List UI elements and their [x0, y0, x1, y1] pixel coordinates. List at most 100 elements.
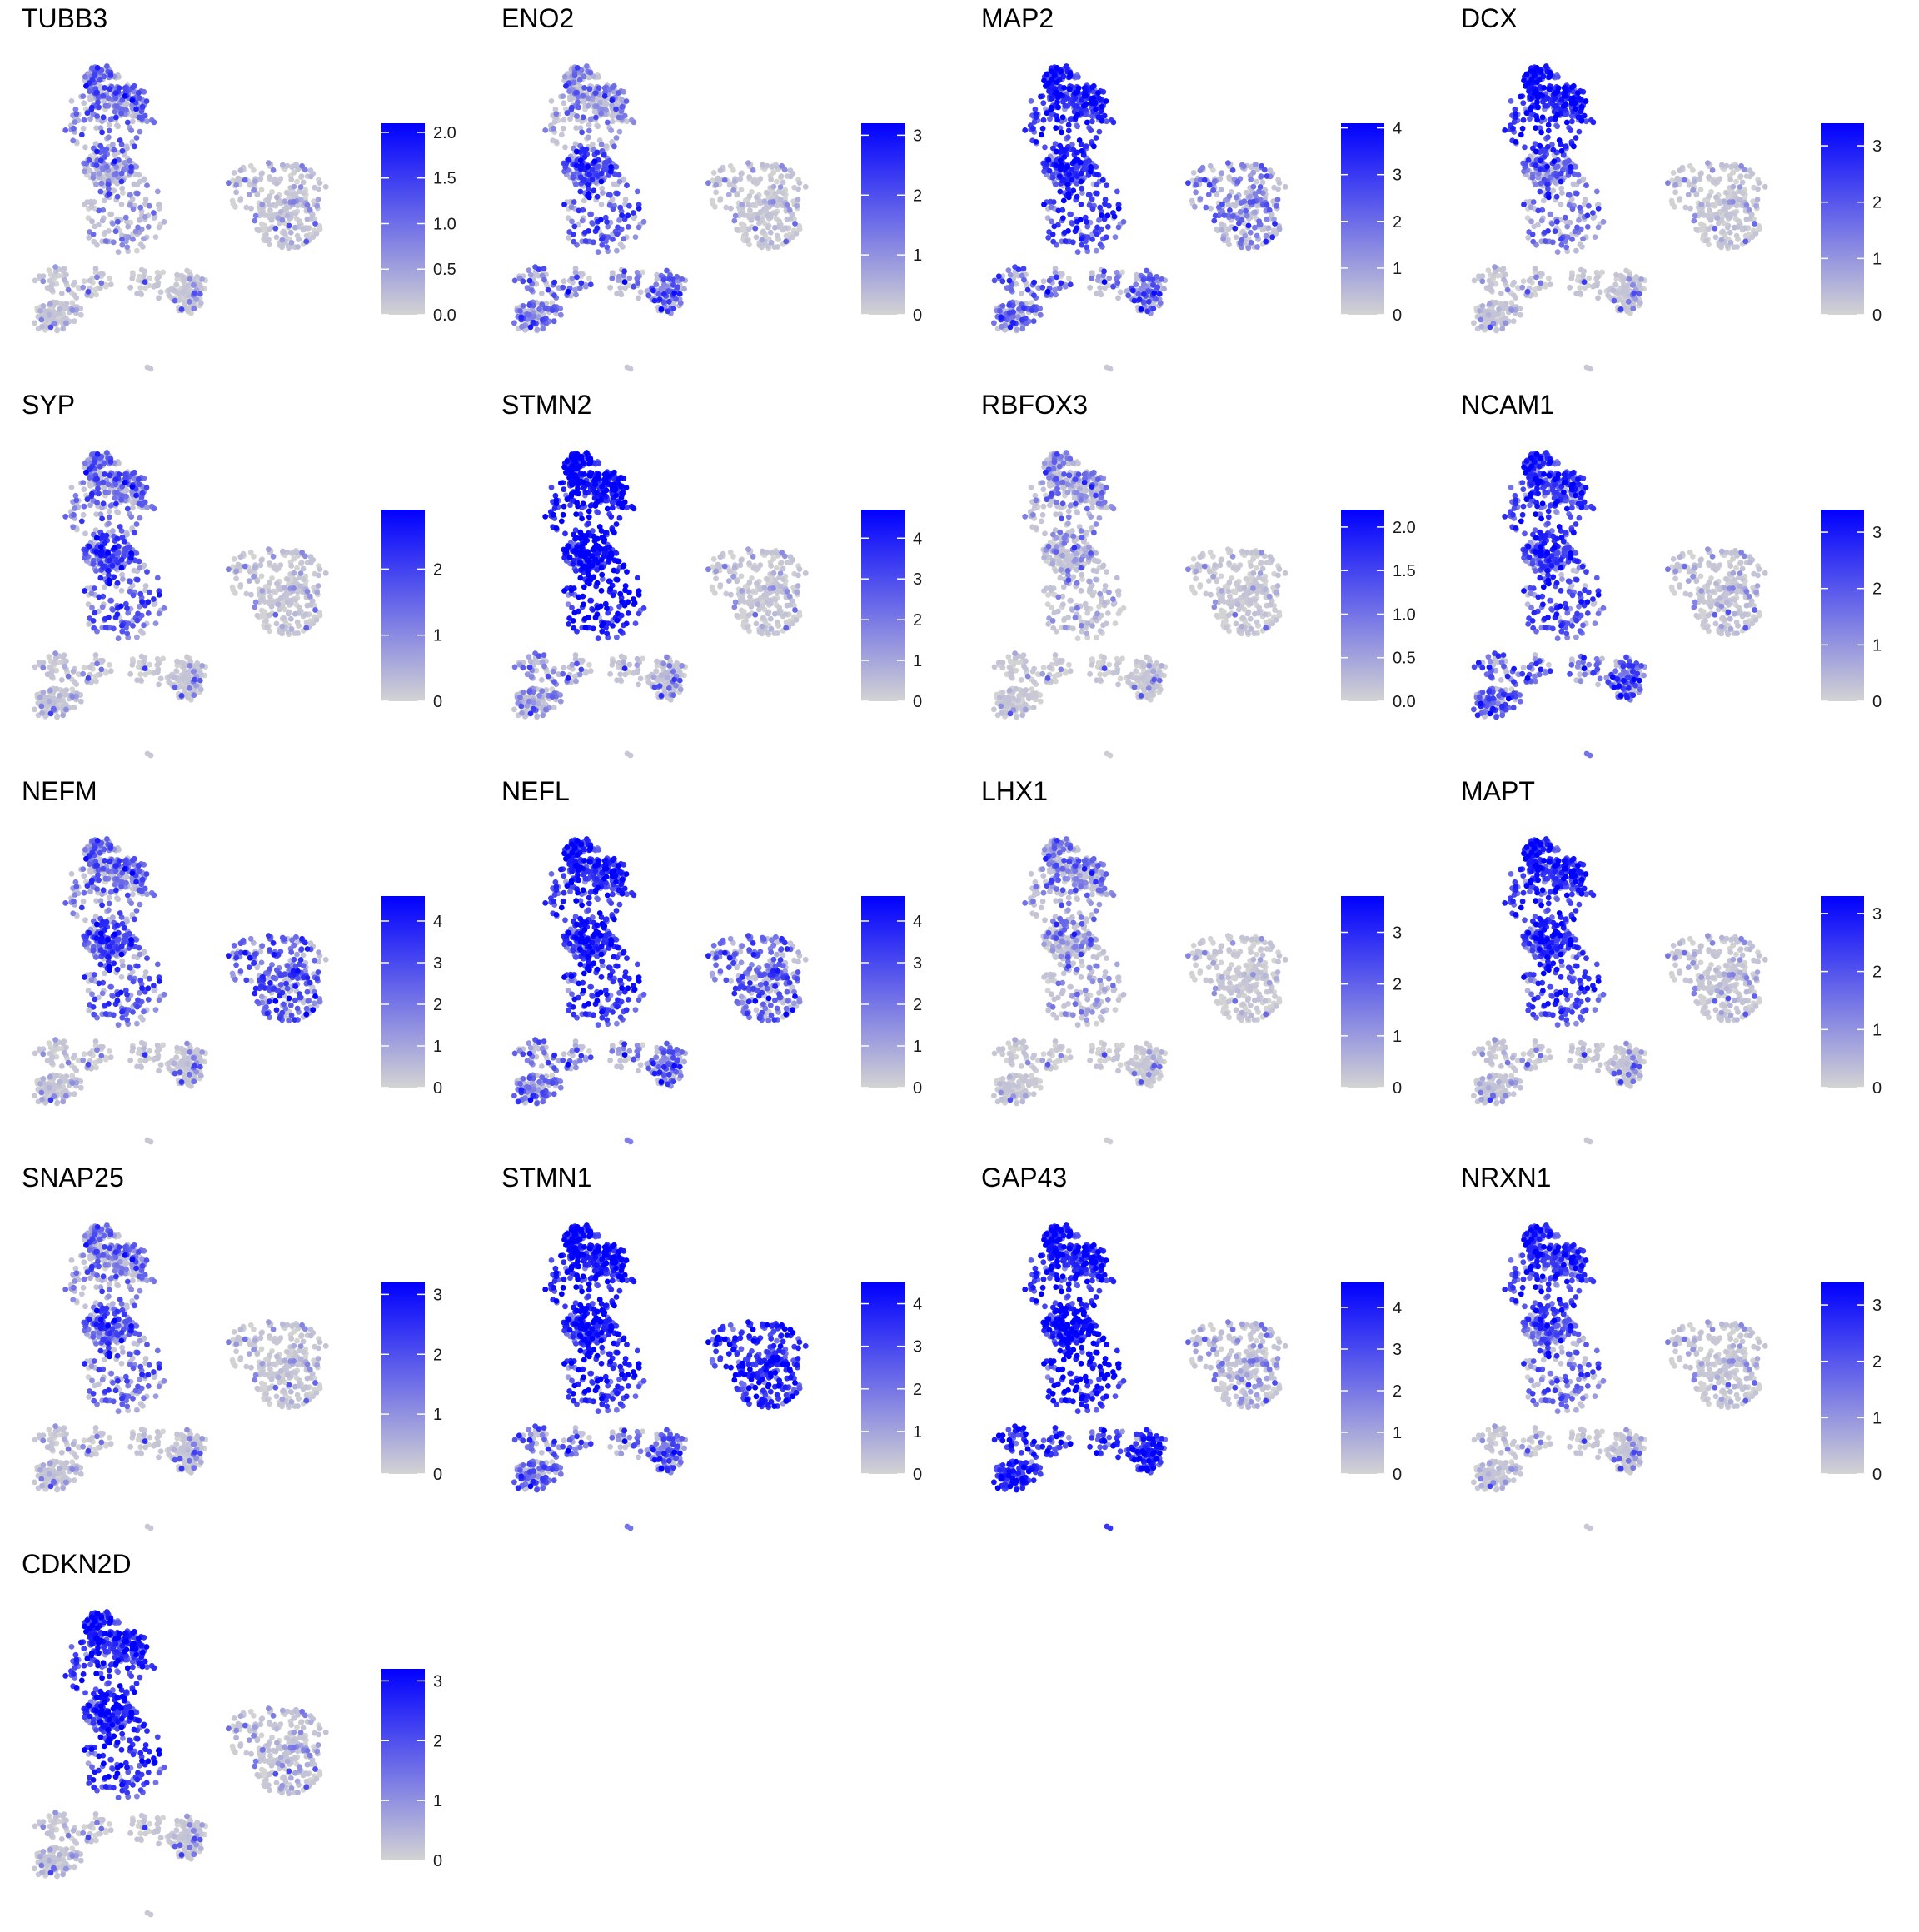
cell-point [779, 173, 785, 179]
cell-point [1054, 99, 1060, 105]
colorbar-tick-label: 2 [1872, 194, 1882, 212]
cell-point [115, 194, 121, 200]
cell-point [304, 233, 310, 239]
cell-point [1063, 238, 1069, 244]
cell-point [1031, 318, 1037, 324]
cell-point [620, 244, 626, 250]
cell-point [83, 83, 89, 89]
cell-point [1066, 122, 1072, 128]
cell-point [610, 97, 616, 103]
cell-point [997, 308, 1003, 314]
cell-point [755, 215, 761, 221]
cell-point [113, 115, 119, 121]
cell-point [626, 224, 631, 230]
cell-point [1161, 286, 1167, 292]
cell-point [539, 291, 545, 296]
colorbar-tick-label: 4 [1393, 120, 1402, 138]
cell-point [1591, 119, 1597, 125]
cell-point [1533, 149, 1539, 155]
cell-point [1755, 187, 1761, 192]
cell-point [1058, 157, 1064, 163]
cell-point [1550, 239, 1556, 245]
cell-point [94, 242, 100, 248]
cell-point [72, 292, 77, 298]
cell-point [586, 86, 592, 92]
cell-point [233, 575, 239, 581]
cell-point [1105, 212, 1111, 218]
cell-point [1577, 205, 1583, 211]
cell-point [78, 312, 84, 318]
cell-point [558, 312, 564, 318]
cell-point [119, 179, 125, 185]
cell-point [1570, 207, 1576, 212]
cell-point [617, 129, 623, 135]
cell-point [1219, 227, 1225, 233]
cell-point [1734, 233, 1740, 239]
cell-point [1744, 217, 1750, 222]
cell-point [1566, 192, 1572, 197]
cell-point [1247, 194, 1253, 200]
cell-point [1725, 225, 1731, 231]
cell-point [139, 654, 145, 660]
cell-point [198, 301, 204, 306]
cell-point [656, 291, 662, 297]
cell-point [1130, 288, 1136, 294]
cell-point [1542, 177, 1548, 183]
cell-point [1091, 143, 1097, 149]
cell-point [1558, 179, 1564, 185]
cell-point [569, 105, 575, 111]
cell-point [571, 80, 577, 86]
cell-point [191, 282, 197, 288]
cell-point [72, 318, 77, 324]
cell-point [1486, 267, 1492, 273]
cell-point [517, 308, 523, 314]
cell-point [133, 107, 139, 112]
cell-point [264, 238, 270, 244]
cell-point [1538, 281, 1543, 286]
cell-point [80, 285, 86, 291]
cell-point [733, 213, 739, 219]
cell-point [1101, 268, 1107, 274]
cell-point [606, 158, 612, 164]
cell-point [1535, 208, 1541, 214]
cell-point [1479, 278, 1485, 284]
cell-point [1044, 110, 1050, 116]
cell-point [734, 192, 740, 197]
colorbar [861, 123, 905, 315]
cell-point [1619, 289, 1625, 295]
cell-point [231, 587, 237, 593]
cell-point [770, 199, 776, 205]
cell-point [1144, 268, 1149, 274]
cell-point [1106, 276, 1112, 281]
cell-point [91, 175, 97, 181]
cell-point [1471, 320, 1477, 326]
cell-point [705, 180, 711, 186]
cell-point [635, 280, 640, 286]
cell-point [96, 104, 102, 110]
cell-point [137, 95, 142, 101]
cell-point [1266, 225, 1272, 231]
cell-point [1535, 94, 1541, 100]
cell-point [1137, 296, 1143, 302]
cell-point [266, 197, 272, 202]
cell-point [739, 222, 745, 227]
cell-point [1508, 98, 1514, 104]
cell-point [137, 217, 142, 223]
cell-point [670, 276, 676, 282]
cell-point [1125, 293, 1131, 299]
cell-point [1070, 187, 1076, 193]
cell-point [1708, 217, 1714, 223]
cell-point [535, 327, 541, 333]
cell-point [1533, 162, 1539, 168]
cell-point [1538, 157, 1543, 163]
cell-point [72, 705, 77, 710]
cell-point [749, 217, 755, 223]
cell-point [566, 289, 571, 295]
cell-point [587, 70, 593, 76]
cell-point [1198, 196, 1204, 202]
cell-point [803, 184, 809, 190]
cell-point [1594, 282, 1600, 288]
cell-point [1076, 85, 1082, 91]
colorbar-tick-label: 0 [1872, 306, 1882, 325]
